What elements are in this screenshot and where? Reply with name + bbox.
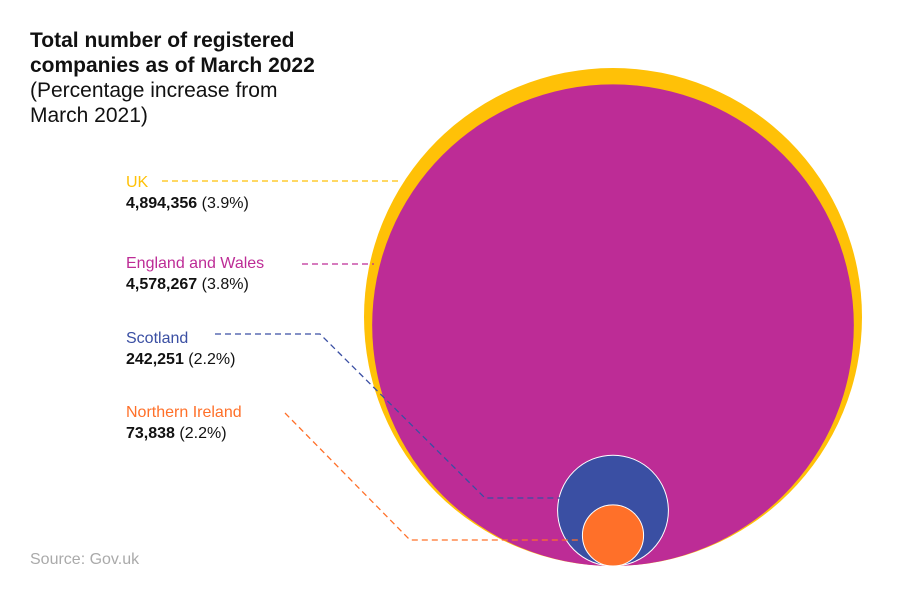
header: Total number of registered companies as …	[30, 28, 330, 128]
circle	[372, 84, 854, 566]
value-label: 4,578,267	[126, 276, 197, 293]
change-label: (2.2%)	[179, 425, 226, 442]
change-label: (2.2%)	[188, 351, 235, 368]
chart-subtitle: (Percentage increase from March 2021)	[30, 79, 278, 127]
leader-line	[215, 333, 560, 499]
value-label-group: 73,838 (2.2%)	[126, 425, 227, 442]
leader-line	[284, 412, 580, 541]
circle	[581, 504, 645, 567]
category-label: Northern Ireland	[126, 404, 242, 421]
category-label: UK	[126, 174, 149, 191]
source: Source: Gov.uk	[30, 551, 140, 568]
change-label: (3.9%)	[202, 195, 249, 212]
value-label-group: 4,578,267 (3.8%)	[126, 276, 249, 293]
value-label: 73,838	[126, 425, 175, 442]
category-label: Scotland	[126, 330, 188, 347]
change-label: (3.8%)	[202, 276, 249, 293]
chart-title: Total number of registered companies as …	[30, 29, 315, 77]
value-label-group: 4,894,356 (3.9%)	[126, 195, 249, 212]
value-label: 4,894,356	[126, 195, 197, 212]
value-label: 242,251	[126, 351, 184, 368]
category-label: England and Wales	[126, 255, 264, 272]
value-label-group: 242,251 (2.2%)	[126, 351, 235, 368]
